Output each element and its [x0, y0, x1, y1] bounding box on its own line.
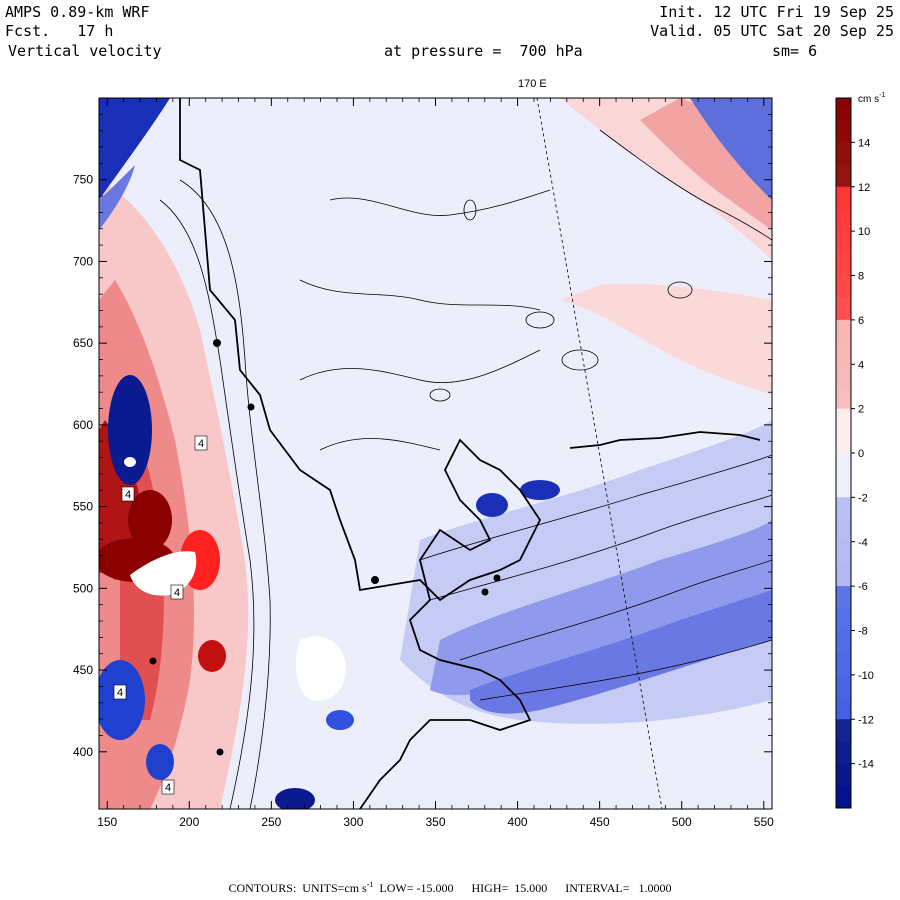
- colorbar-tick-label: -10: [858, 670, 874, 682]
- x-tick-label: 450: [590, 815, 610, 829]
- forecast-hour: Fcst. 17 h: [5, 22, 114, 40]
- colorbar-segment: [836, 785, 851, 809]
- valid-time: Valid. 05 UTC Sat 20 Sep 25: [650, 22, 894, 40]
- colorbar-tick-label: 14: [858, 137, 870, 149]
- velocity-map: 150 200 250 300 350 400 450 500 550 400 450 500 550 6…: [73, 92, 885, 829]
- footer-high: HIGH= 15.000: [471, 881, 548, 895]
- footer-interval: INTERVAL= 1.0000: [565, 881, 672, 895]
- contour-label-3: 4: [174, 587, 180, 599]
- contour-label-4: 4: [117, 687, 123, 699]
- colorbar-segment: [836, 453, 851, 476]
- colorbar-segment: [836, 342, 851, 365]
- y-tick-label: 700: [73, 254, 93, 268]
- contour-label-5: 4: [165, 782, 171, 794]
- colorbar-segment: [836, 697, 851, 720]
- x-tick-label: 400: [508, 815, 528, 829]
- colorbar-segment: [836, 741, 851, 765]
- field-layer: [99, 98, 772, 809]
- colorbar-segment: [836, 386, 851, 410]
- colorbar-segment: [836, 164, 851, 188]
- colorbar-segment: [836, 674, 851, 698]
- footer-low: LOW= -15.000: [379, 881, 454, 895]
- contour-label-2: 4: [125, 489, 131, 501]
- footer-contours: CONTOURS:: [228, 881, 297, 895]
- y-tick-label: 750: [73, 173, 93, 187]
- x-tick-label: 500: [672, 815, 692, 829]
- colorbar-segment: [836, 608, 851, 631]
- colorbar-tick-label: -12: [858, 714, 874, 726]
- footer-units: UNITS=cm s: [302, 881, 367, 895]
- colorbar-segment: [836, 98, 851, 121]
- colorbar-tick-label: -8: [858, 626, 868, 638]
- model-title: AMPS 0.89-km WRF: [5, 3, 150, 21]
- colorbar-tick-label: 12: [858, 182, 870, 194]
- x-tick-label: 300: [343, 815, 363, 829]
- colorbar-units: cm s-1: [858, 92, 885, 105]
- init-time: Init. 12 UTC Fri 19 Sep 25: [659, 3, 894, 21]
- colorbar-segment: [836, 541, 851, 565]
- updraft-region-northeast: [560, 98, 772, 395]
- x-tick-label: 200: [179, 815, 199, 829]
- contour-lines: [159, 129, 772, 809]
- variable-name: Vertical velocity: [8, 42, 162, 60]
- y-tick-label: 550: [73, 500, 93, 514]
- colorbar-segment: [836, 186, 851, 210]
- colorbar-segment: [836, 719, 851, 742]
- meridian-line: [536, 98, 663, 809]
- colorbar-segment: [836, 763, 851, 787]
- colorbar-tick-label: -6: [858, 581, 868, 593]
- x-tick-label: 550: [754, 815, 774, 829]
- colorbar-segment: [836, 630, 851, 654]
- colorbar-segment: [836, 652, 851, 676]
- colorbar-segment: [836, 319, 851, 343]
- colorbar-segment: [836, 563, 851, 587]
- y-tick-label: 450: [73, 663, 93, 677]
- colorbar-tick-label: -4: [858, 537, 868, 549]
- downdraft-strip-northwest: [99, 98, 170, 230]
- x-tick-label: 250: [261, 815, 281, 829]
- colorbar-segment: [836, 519, 851, 543]
- colorbar-segment: [836, 275, 851, 299]
- colorbar-segment: [836, 231, 851, 254]
- y-tick-label: 600: [73, 418, 93, 432]
- colorbar-tick-label: 0: [858, 448, 864, 460]
- colorbar-tick-label: 6: [858, 315, 864, 327]
- colorbar-segment: [836, 430, 851, 454]
- colorbar-tick-label: 4: [858, 359, 864, 371]
- y-tick-label: 650: [73, 336, 93, 350]
- colorbar-tick-label: 8: [858, 271, 864, 283]
- missing-data-areas: [124, 457, 346, 701]
- station-dots: [149, 339, 501, 756]
- downdraft-region-east: [400, 420, 772, 724]
- colorbar-segment: [836, 408, 851, 432]
- meridian-label: 170 E: [518, 78, 547, 90]
- colorbar-tick-label: -2: [858, 492, 868, 504]
- contour-label-1: 4: [198, 438, 204, 450]
- colorbar-segment: [836, 364, 851, 387]
- colorbar: 14 12 10 8 6 4 2 0 -2 -4 -6 -8 -10 -12 -14: [835, 97, 874, 809]
- y-tick-label: 400: [73, 745, 93, 759]
- contour-labels: 4 4 4 4 4: [113, 435, 208, 795]
- smoothing-value: sm= 6: [772, 42, 818, 60]
- x-tick-label: 150: [97, 815, 117, 829]
- coastline: [179, 98, 761, 809]
- colorbar-segment: [836, 586, 851, 609]
- colorbar-segment: [836, 120, 851, 143]
- axis-ticks: 150 200 250 300 350 400 450 500 550 400 450 500 550 6…: [73, 98, 774, 829]
- colorbar-tick-label: 10: [858, 226, 870, 238]
- colorbar-tick-label: -14: [858, 759, 874, 771]
- colorbar-segment: [836, 208, 851, 232]
- colorbar-segment: [836, 253, 851, 276]
- colorbar-segment: [836, 475, 851, 498]
- x-tick-label: 350: [425, 815, 445, 829]
- y-tick-label: 500: [73, 581, 93, 595]
- colorbar-segment: [836, 297, 851, 321]
- contour-summary: CONTOURS: UNITS=cm s-1 LOW= -15.000 HIGH…: [228, 880, 672, 895]
- colorbar-tick-label: 2: [858, 404, 864, 416]
- colorbar-segment: [836, 142, 851, 166]
- pressure-level: at pressure = 700 hPa: [384, 42, 583, 60]
- colorbar-segment: [836, 497, 851, 521]
